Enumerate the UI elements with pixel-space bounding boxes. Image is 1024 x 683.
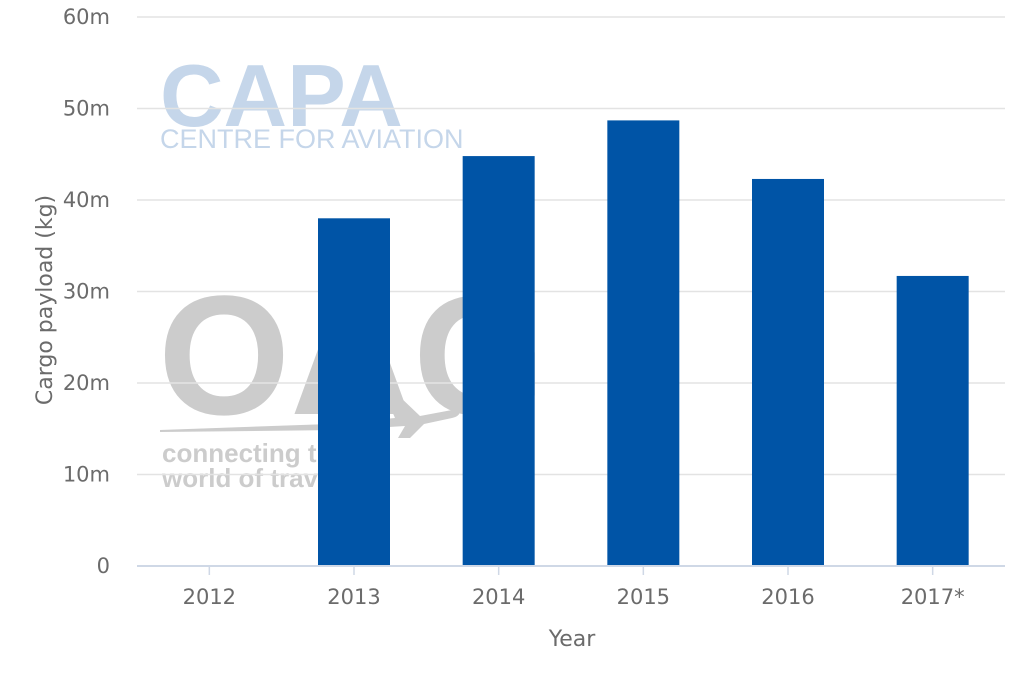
x-tick-label: 2012 xyxy=(183,585,236,609)
capa-logo-watermark: CAPA xyxy=(160,46,403,145)
x-tick-label: 2013 xyxy=(327,585,380,609)
bar-2017-est xyxy=(896,275,969,566)
y-tick-label: 30m xyxy=(63,280,110,304)
y-tick-label: 50m xyxy=(63,97,110,121)
bar-2014 xyxy=(462,156,535,566)
y-tick-label: 20m xyxy=(63,371,110,395)
capa-tagline-watermark: CENTRE FOR AVIATION xyxy=(160,124,464,154)
y-tick-label: 60m xyxy=(63,5,110,29)
y-tick-label: 10m xyxy=(63,463,110,487)
oag-tagline-line2: world of travel xyxy=(161,463,340,493)
x-axis-ticks: 2012 2013 2014 2015 2016 2017* xyxy=(183,566,965,609)
y-tick-label: 40m xyxy=(63,188,110,212)
y-tick-label: 0 xyxy=(97,554,110,578)
x-tick-label: 2015 xyxy=(617,585,670,609)
gridlines xyxy=(137,16,1005,476)
bar-2015 xyxy=(607,120,680,567)
oag-tagline-line1: connecting the xyxy=(162,438,347,468)
bar-2016 xyxy=(752,178,824,566)
x-tick-label: 2016 xyxy=(761,585,814,609)
bars xyxy=(318,120,969,567)
x-tick-label: 2017* xyxy=(901,585,965,609)
x-axis-title: Year xyxy=(548,627,597,652)
bar-2013 xyxy=(318,218,390,567)
x-tick-label: 2014 xyxy=(472,585,525,609)
y-axis-title: Cargo payload (kg) xyxy=(33,195,58,405)
y-axis-ticks: 0 10m 20m 30m 40m 50m 60m xyxy=(63,5,110,578)
